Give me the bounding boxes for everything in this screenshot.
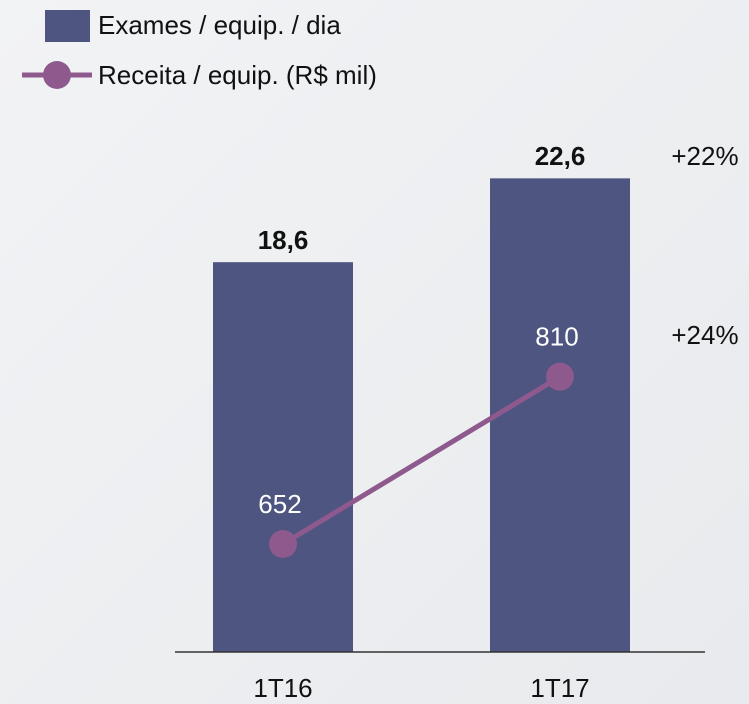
x-tick-label: 1T16: [253, 673, 312, 703]
legend-label: Exames / equip. / dia: [98, 10, 341, 40]
bar: [213, 262, 353, 652]
bar: [490, 178, 630, 652]
legend-swatch: [45, 10, 90, 42]
line-value-label: 810: [535, 322, 578, 352]
annotation: +22%: [671, 141, 738, 171]
bar-value-label: 18,6: [258, 225, 309, 255]
legend-label: Receita / equip. (R$ mil): [98, 60, 377, 90]
line: [281, 374, 562, 547]
line-marker: [269, 529, 297, 558]
annotation: +24%: [671, 320, 738, 350]
line-value-label: 652: [258, 489, 301, 519]
bar-value-label: 22,6: [535, 141, 586, 171]
legend-marker: [43, 61, 71, 89]
line-marker: [546, 362, 574, 391]
x-tick-label: 1T17: [530, 673, 589, 703]
